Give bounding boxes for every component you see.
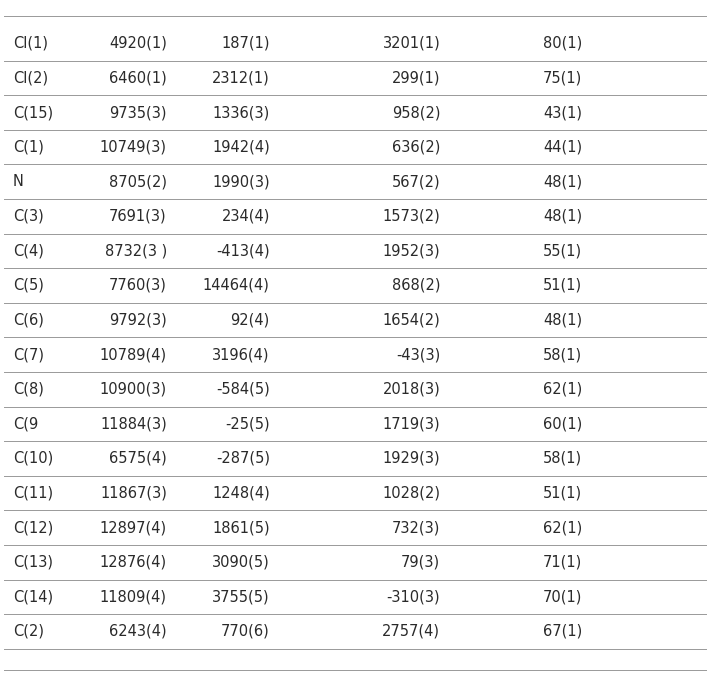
Text: 1861(5): 1861(5) (212, 520, 270, 535)
Text: C(2): C(2) (13, 624, 44, 639)
Text: C(6): C(6) (13, 312, 43, 327)
Text: C(8): C(8) (13, 382, 43, 397)
Text: 75(1): 75(1) (543, 71, 582, 86)
Text: C(14): C(14) (13, 589, 53, 604)
Text: 44(1): 44(1) (543, 140, 582, 155)
Text: 2312(1): 2312(1) (212, 71, 270, 86)
Text: C(1): C(1) (13, 140, 43, 155)
Text: 1336(3): 1336(3) (212, 105, 270, 120)
Text: 62(1): 62(1) (543, 520, 582, 535)
Text: 92(4): 92(4) (231, 312, 270, 327)
Text: 868(2): 868(2) (392, 278, 440, 293)
Text: 958(2): 958(2) (392, 105, 440, 120)
Text: 12897(4): 12897(4) (99, 520, 167, 535)
Text: 1654(2): 1654(2) (383, 312, 440, 327)
Text: 6243(4): 6243(4) (109, 624, 167, 639)
Text: C(15): C(15) (13, 105, 53, 120)
Text: N: N (13, 174, 23, 189)
Text: 8732(3 ): 8732(3 ) (104, 243, 167, 258)
Text: 3755(5): 3755(5) (212, 589, 270, 604)
Text: 8705(2): 8705(2) (109, 174, 167, 189)
Text: 12876(4): 12876(4) (99, 555, 167, 570)
Text: C(10): C(10) (13, 451, 53, 466)
Text: 1573(2): 1573(2) (383, 209, 440, 224)
Text: -43(3): -43(3) (396, 347, 440, 362)
Text: 11809(4): 11809(4) (100, 589, 167, 604)
Text: 80(1): 80(1) (543, 36, 582, 51)
Text: -25(5): -25(5) (225, 416, 270, 432)
Text: 6575(4): 6575(4) (109, 451, 167, 466)
Text: 11884(3): 11884(3) (100, 416, 167, 432)
Text: 1929(3): 1929(3) (383, 451, 440, 466)
Text: 11867(3): 11867(3) (100, 486, 167, 501)
Text: 48(1): 48(1) (543, 174, 582, 189)
Text: 48(1): 48(1) (543, 209, 582, 224)
Text: 58(1): 58(1) (543, 347, 582, 362)
Text: 7691(3): 7691(3) (109, 209, 167, 224)
Text: 55(1): 55(1) (543, 243, 582, 258)
Text: 67(1): 67(1) (543, 624, 582, 639)
Text: C(7): C(7) (13, 347, 44, 362)
Text: 187(1): 187(1) (222, 36, 270, 51)
Text: 732(3): 732(3) (392, 520, 440, 535)
Text: -310(3): -310(3) (386, 589, 440, 604)
Text: -287(5): -287(5) (216, 451, 270, 466)
Text: 4920(1): 4920(1) (109, 36, 167, 51)
Text: 567(2): 567(2) (392, 174, 440, 189)
Text: 3196(4): 3196(4) (212, 347, 270, 362)
Text: 2018(3): 2018(3) (383, 382, 440, 397)
Text: 62(1): 62(1) (543, 382, 582, 397)
Text: 3201(1): 3201(1) (383, 36, 440, 51)
Text: 1248(4): 1248(4) (212, 486, 270, 501)
Text: 1990(3): 1990(3) (212, 174, 270, 189)
Text: 14464(4): 14464(4) (203, 278, 270, 293)
Text: 1719(3): 1719(3) (383, 416, 440, 432)
Text: 51(1): 51(1) (543, 486, 582, 501)
Text: C(4): C(4) (13, 243, 43, 258)
Text: 10900(3): 10900(3) (99, 382, 167, 397)
Text: -413(4): -413(4) (216, 243, 270, 258)
Text: 3090(5): 3090(5) (212, 555, 270, 570)
Text: 43(1): 43(1) (543, 105, 582, 120)
Text: C(13): C(13) (13, 555, 53, 570)
Text: 70(1): 70(1) (543, 589, 582, 604)
Text: 60(1): 60(1) (543, 416, 582, 432)
Text: C(3): C(3) (13, 209, 43, 224)
Text: 10749(3): 10749(3) (100, 140, 167, 155)
Text: 79(3): 79(3) (401, 555, 440, 570)
Text: 1942(4): 1942(4) (212, 140, 270, 155)
Text: C(9: C(9 (13, 416, 38, 432)
Text: 2757(4): 2757(4) (382, 624, 440, 639)
Text: 9792(3): 9792(3) (109, 312, 167, 327)
Text: Cl(1): Cl(1) (13, 36, 48, 51)
Text: 234(4): 234(4) (222, 209, 270, 224)
Text: 770(6): 770(6) (221, 624, 270, 639)
Text: 71(1): 71(1) (543, 555, 582, 570)
Text: 6460(1): 6460(1) (109, 71, 167, 86)
Text: 1028(2): 1028(2) (382, 486, 440, 501)
Text: Cl(2): Cl(2) (13, 71, 48, 86)
Text: 1952(3): 1952(3) (383, 243, 440, 258)
Text: C(12): C(12) (13, 520, 53, 535)
Text: C(5): C(5) (13, 278, 43, 293)
Text: C(11): C(11) (13, 486, 53, 501)
Text: 51(1): 51(1) (543, 278, 582, 293)
Text: 10789(4): 10789(4) (99, 347, 167, 362)
Text: 9735(3): 9735(3) (109, 105, 167, 120)
Text: 58(1): 58(1) (543, 451, 582, 466)
Text: 636(2): 636(2) (392, 140, 440, 155)
Text: 7760(3): 7760(3) (109, 278, 167, 293)
Text: -584(5): -584(5) (216, 382, 270, 397)
Text: 299(1): 299(1) (392, 71, 440, 86)
Text: 48(1): 48(1) (543, 312, 582, 327)
